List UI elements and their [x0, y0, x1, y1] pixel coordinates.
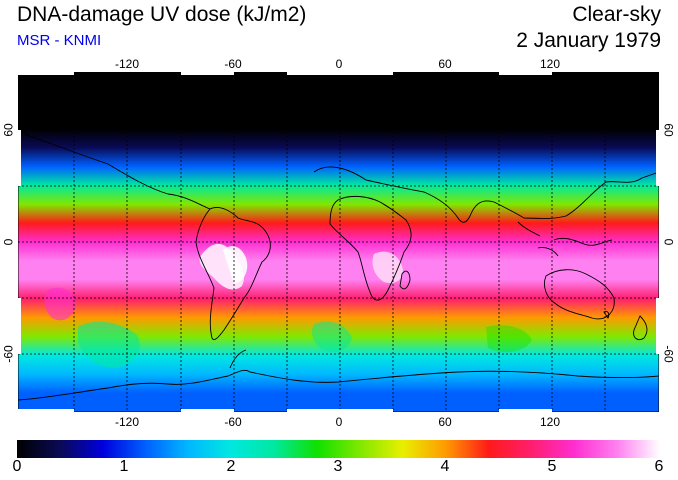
- colorbar: [17, 440, 660, 458]
- frame-seg-bottom-2: [181, 409, 234, 412]
- lon-tick-top-m120: -120: [114, 57, 140, 71]
- lon-tick-bottom-m120: -120: [114, 415, 140, 429]
- sky-condition-label: Clear-sky: [572, 3, 661, 26]
- frame-seg-bottom-1: [18, 409, 74, 412]
- map-title: DNA-damage UV dose (kJ/m2): [17, 3, 307, 26]
- field-anomalies: [44, 243, 532, 368]
- colorbar-label-1: 1: [119, 458, 129, 475]
- frame-seg-right-1: [656, 130, 659, 186]
- lon-tick-bottom-60: 60: [438, 415, 452, 429]
- south-atlantic-cool-region: [312, 321, 352, 353]
- credit-label: MSR - KNMI: [17, 32, 102, 49]
- colorbar-label-0: 0: [12, 458, 22, 475]
- map-frame: [18, 72, 659, 412]
- colorbar-label-6: 6: [654, 458, 664, 475]
- maritime-continent-outline: [517, 221, 613, 257]
- northern-continents-outline: [18, 111, 659, 223]
- lon-tick-top-120: 120: [539, 57, 561, 71]
- lon-tick-bottom-0: 0: [335, 415, 343, 429]
- lon-tick-bottom-m60: -60: [224, 415, 242, 429]
- colorbar-label-4: 4: [440, 458, 450, 475]
- colorbar-fill: [17, 440, 660, 458]
- madagascar-outline: [399, 270, 411, 290]
- africa-outline: [329, 195, 412, 301]
- colorbar-label-3: 3: [333, 458, 343, 475]
- frame-seg-top-2: [181, 72, 234, 75]
- frame-seg-top-4: [499, 72, 552, 75]
- lat-tick-left-m60: -60: [1, 345, 16, 363]
- uv-dose-map: [18, 72, 659, 412]
- lon-tick-top-0: 0: [335, 57, 343, 71]
- frame-seg-left-2: [18, 298, 21, 354]
- lon-tick-top-60: 60: [438, 57, 452, 71]
- frame-seg-top-1: [18, 72, 74, 75]
- indian-ocean-cool-region: [486, 325, 532, 353]
- colorbar-label-5: 5: [547, 458, 557, 475]
- pacific-magenta-blob: [44, 287, 76, 321]
- lat-tick-left-0: 0: [1, 238, 16, 246]
- lon-tick-top-m60: -60: [224, 57, 242, 71]
- frame-seg-right-2: [656, 298, 659, 354]
- altiplano-white-region: [223, 246, 248, 284]
- frame-seg-left-1: [18, 130, 21, 186]
- tasmania-outline: [603, 311, 610, 319]
- graticule: [18, 72, 659, 412]
- lat-tick-right-60: 60: [661, 123, 676, 137]
- antarctica-outline: [18, 369, 659, 401]
- coastlines: [18, 111, 659, 401]
- lon-tick-bottom-120: 120: [539, 415, 561, 429]
- frame-seg-bottom-3: [287, 409, 393, 412]
- lat-tick-right-m60: -60: [661, 345, 676, 363]
- lat-tick-right-0: 0: [661, 238, 676, 246]
- new-zealand-outline: [633, 315, 648, 341]
- antarctic-peninsula-outline: [229, 349, 247, 369]
- date-label: 2 January 1979: [516, 29, 661, 52]
- lat-tick-left-60: 60: [1, 123, 16, 137]
- south-pacific-cool-region: [78, 321, 140, 368]
- south-america-outline: [195, 207, 271, 341]
- frame-seg-top-3: [287, 72, 393, 75]
- frame-seg-bottom-4: [499, 409, 552, 412]
- colorbar-label-2: 2: [226, 458, 236, 475]
